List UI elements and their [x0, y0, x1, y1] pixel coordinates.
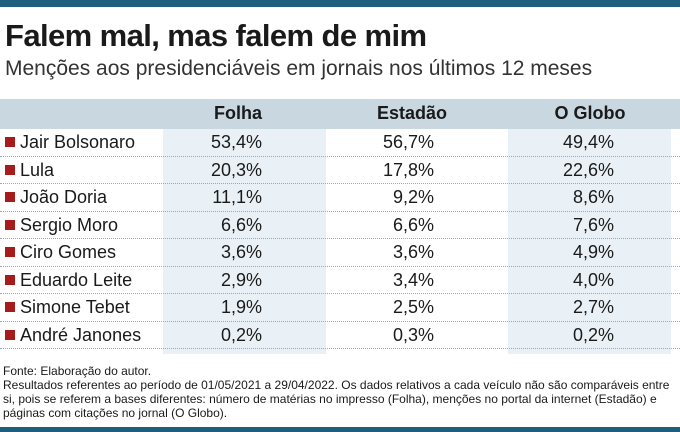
value-cell-folha: 53,4%: [210, 132, 262, 152]
footnotes: Fonte: Elaboração do autor. Resultados r…: [3, 364, 677, 420]
candidate-name: Simone Tebet: [20, 297, 130, 317]
value-cell-o-globo: 4,0%: [572, 269, 614, 290]
value-cell-estad-o: 17,8%: [382, 159, 434, 180]
value-cell-o-globo: 22,6%: [562, 159, 614, 180]
candidate-name: Ciro Gomes: [20, 242, 117, 262]
table-row: Simone Tebet 1,9% 2,5% 2,7%: [0, 294, 680, 322]
value-cell-folha: 11,1%: [212, 187, 262, 207]
value-cell-o-globo: 2,7%: [572, 297, 614, 317]
row-bullet-icon: [5, 329, 15, 340]
candidate-name: Jair Bolsonaro: [20, 132, 136, 152]
table-header-band: [0, 99, 680, 129]
column-header-folha: Folha: [214, 103, 262, 123]
value-cell-o-globo: 49,4%: [562, 132, 614, 152]
candidate-name: Lula: [20, 159, 55, 180]
table-row: Lula 20,3% 17,8% 22,6%: [0, 157, 680, 184]
value-cell-o-globo: 8,6%: [572, 187, 614, 207]
candidate-name: João Doria: [20, 187, 108, 207]
column-shade-o-globo: [508, 129, 671, 354]
table-row: André Janones 0,2% 0,3% 0,2%: [0, 322, 680, 349]
top-accent-bar: [0, 0, 680, 7]
value-cell-estad-o: 56,7%: [382, 132, 434, 152]
chart-subtitle: Menções aos presidenciáveis em jornais n…: [5, 57, 593, 80]
table-row: Eduardo Leite 2,9% 3,4% 4,0%: [0, 267, 680, 294]
value-cell-folha: 3,6%: [220, 242, 262, 262]
bottom-accent-bar: [0, 427, 680, 432]
table-row: João Doria 11,1% 9,2% 8,6%: [0, 184, 680, 212]
row-bullet-icon: [5, 137, 15, 147]
value-cell-estad-o: 2,5%: [392, 297, 434, 317]
row-bullet-icon: [5, 192, 15, 202]
value-cell-estad-o: 0,3%: [392, 324, 434, 345]
row-bullet-icon: [5, 247, 15, 257]
value-cell-folha: 2,9%: [220, 269, 262, 290]
source-note: Fonte: Elaboração do autor.: [3, 364, 152, 378]
table-row: Jair Bolsonaro 53,4% 56,7% 49,4%: [0, 129, 680, 157]
value-cell-o-globo: 0,2%: [572, 324, 614, 345]
value-cell-estad-o: 3,6%: [392, 242, 434, 262]
table-row: Ciro Gomes 3,6% 3,6% 4,9%: [0, 239, 680, 267]
row-bullet-icon: [5, 302, 15, 312]
row-bullet-icon: [5, 219, 15, 230]
value-cell-folha: 1,9%: [220, 297, 262, 317]
value-cell-o-globo: 4,9%: [572, 242, 614, 262]
candidate-name: Sergio Moro: [20, 214, 119, 235]
candidate-name: André Janones: [20, 324, 142, 345]
column-header-estad-o: Estadão: [376, 103, 448, 123]
value-cell-estad-o: 3,4%: [392, 269, 434, 290]
row-bullet-icon: [5, 164, 15, 175]
methodology-note: Resultados referentes ao período de 01/0…: [3, 378, 670, 420]
value-cell-folha: 6,6%: [220, 214, 262, 235]
column-header-o-globo: O Globo: [554, 103, 626, 123]
value-cell-o-globo: 7,6%: [572, 214, 614, 235]
chart-title: Falem mal, mas falem de mim: [5, 18, 427, 53]
value-cell-folha: 20,3%: [210, 159, 262, 180]
candidate-name: Eduardo Leite: [20, 269, 133, 290]
table-row: Sergio Moro 6,6% 6,6% 7,6%: [0, 212, 680, 239]
column-shade-folha: [163, 129, 326, 354]
mentions-table: Folha Estadão O Globo Jair Bolsonaro 53,4% 56…: [0, 99, 680, 354]
value-cell-folha: 0,2%: [220, 324, 262, 345]
value-cell-estad-o: 9,2%: [392, 187, 434, 207]
value-cell-estad-o: 6,6%: [392, 214, 434, 235]
row-bullet-icon: [5, 274, 15, 285]
